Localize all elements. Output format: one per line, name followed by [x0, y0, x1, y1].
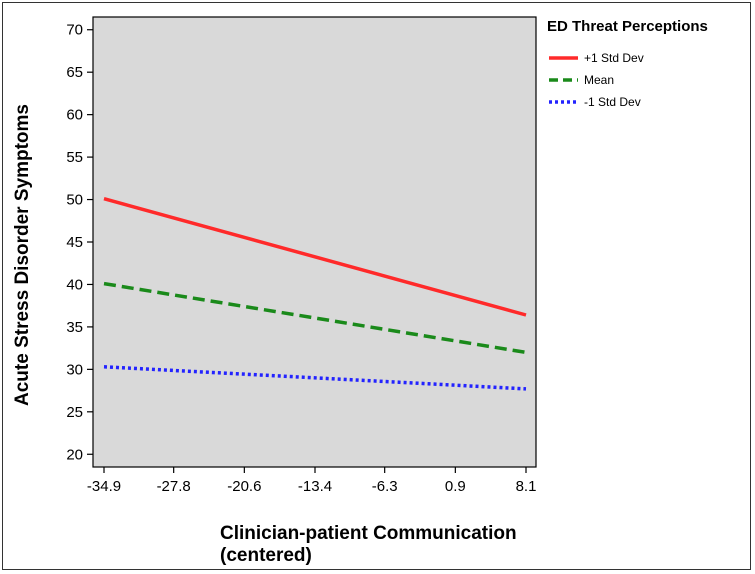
x-tick-label: -34.9 [87, 478, 121, 495]
legend-title: ED Threat Perceptions [547, 18, 708, 35]
x-tick-label: -27.8 [157, 478, 191, 495]
y-tick-label: 60 [66, 107, 83, 124]
legend-label-2: Mean [584, 73, 614, 87]
x-tick-label: 8.1 [516, 478, 537, 495]
y-tick-label: 45 [66, 234, 83, 251]
y-tick-label: 30 [66, 361, 83, 378]
x-axis: -34.9 -27.8 -20.6 -13.4 -6.3 0.9 8.1 [87, 467, 537, 495]
plot-area [92, 16, 537, 468]
series-line-1 [103, 197, 527, 317]
y-tick-label: 55 [66, 149, 83, 166]
x-axis-title-line-1: Clinician-patient Communication [220, 523, 517, 544]
y-axis: 20 25 30 35 40 45 50 55 60 65 70 [66, 22, 93, 463]
y-tick-label: 50 [66, 192, 83, 209]
legend-label-3: -1 Std Dev [584, 95, 641, 109]
y-axis-title: Acute Stress Disorder Symptoms [12, 104, 33, 406]
x-tick-label: 0.9 [445, 478, 466, 495]
y-tick-label: 25 [66, 404, 83, 421]
x-tick-label: -20.6 [227, 478, 261, 495]
series-line-3 [103, 365, 527, 391]
y-tick-label: 70 [66, 22, 83, 39]
legend-label-1: +1 Std Dev [584, 51, 644, 65]
legend: ED Threat Perceptions +1 Std Dev Mean -1 S… [547, 18, 708, 109]
series-lines [103, 197, 527, 391]
y-tick-label: 65 [66, 64, 83, 81]
x-tick-label: -13.4 [298, 478, 332, 495]
y-tick-label: 20 [66, 446, 83, 463]
x-axis-title-line-2: (centered) [220, 545, 312, 566]
y-tick-label: 40 [66, 276, 83, 293]
x-tick-label: -6.3 [372, 478, 398, 495]
y-tick-label: 35 [66, 319, 83, 336]
